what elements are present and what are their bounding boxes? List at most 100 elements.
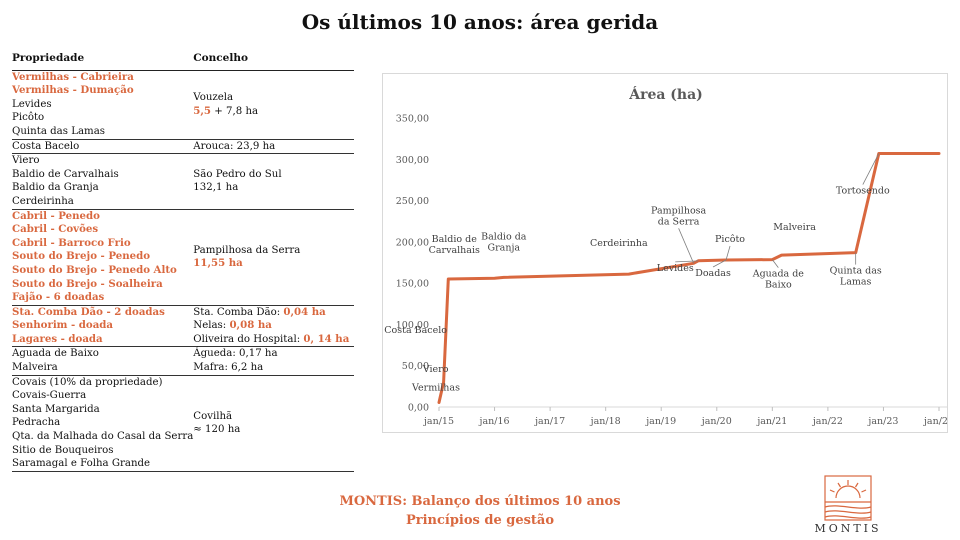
x-tick-label: jan/22 <box>812 416 843 427</box>
table-row: Covais (10% da propriedade) Covais-Guerra… <box>12 375 354 472</box>
concelho-line: São Pedro do Sul <box>193 168 354 182</box>
property-name: Costa Bacelo <box>12 140 80 152</box>
table-row: Costa Bacelo Arouca: 23,9 ha <box>12 139 354 155</box>
annotation-leader <box>712 259 727 268</box>
property-name: Viero <box>12 155 40 167</box>
annotation-label: Cerdeirinha <box>590 238 648 249</box>
concelho-text: 11,55 ha <box>193 257 243 270</box>
property-name: Picôto <box>12 112 45 124</box>
data-point <box>503 276 505 279</box>
property-name: Quinta das Lamas <box>12 125 106 137</box>
propriedade-cell: Covais (10% da propriedade) Covais-Guerra… <box>12 375 194 472</box>
x-tick-label: jan/16 <box>479 416 510 427</box>
property-name: Baldio da Granja <box>12 182 99 194</box>
propriedade-cell: Costa Bacelo <box>12 139 194 155</box>
annotation-label-line: Quinta das <box>830 266 882 277</box>
property-name: Covais-Guerra <box>12 390 87 402</box>
concelho-cell: Sta. Comba Dão: 0,04 ha Nelas: 0,08 ha Oli… <box>193 305 354 348</box>
propriedade-cell: Viero Baldio de Carvalhais Baldio da Granj… <box>12 153 194 210</box>
property-name: Sta. Comba Dão - 2 doadas <box>12 305 165 318</box>
annotation-label-line: Baixo <box>765 280 792 291</box>
property-name: Fajão - 6 doadas <box>12 291 105 304</box>
y-tick-label: 200,00 <box>396 237 429 248</box>
y-tick-label: 100,00 <box>396 320 429 331</box>
annotation-leader <box>862 153 880 185</box>
propriedade-cell: Cabril - Penedo Cabril - Covões Cabril - B… <box>12 209 194 306</box>
concelho-line: Arouca: 23,9 ha <box>193 140 354 154</box>
table-row: Vermilhas - Cabrieira Vermilhas - Dumação… <box>12 70 354 140</box>
annotation-leader <box>678 228 694 264</box>
concelho-line: 132,1 ha <box>193 181 354 195</box>
concelho-line: 5,5 + 7,8 ha <box>193 105 354 119</box>
concelho-line: Oliveira do Hospital: 0, 14 ha <box>193 333 354 347</box>
concelho-line: Covilhã <box>193 410 354 424</box>
annotation-label-line: Baldio de <box>432 234 478 245</box>
montis-logo-icon <box>824 475 872 521</box>
x-tick-label: jan/23 <box>867 416 898 427</box>
propriedade-cell: Vermilhas - Cabrieira Vermilhas - Dumação… <box>12 70 194 140</box>
concelho-line: ≈ 120 ha <box>193 423 354 437</box>
concelho-text: Sta. Comba Dão: <box>193 306 284 318</box>
data-point <box>438 401 440 404</box>
annotation-leader <box>725 245 731 261</box>
data-point <box>628 273 630 275</box>
concelho-line: 11,55 ha <box>193 257 354 271</box>
concelho-cell: São Pedro do Sul 132,1 ha <box>193 153 354 210</box>
annotation-label: Pampilhosa da Serra <box>651 205 707 227</box>
footer-line-2: Princípios de gestão <box>405 513 555 528</box>
y-tick-label: 300,00 <box>396 155 429 166</box>
concelho-text: Oliveira do Hospital: <box>193 333 304 345</box>
concelho-line: Pampilhosa da Serra <box>193 244 354 258</box>
logo-text: MONTIS <box>814 522 882 535</box>
annotation-label: Doadas <box>695 268 731 279</box>
annotation-label-line: Pampilhosa <box>651 205 707 216</box>
concelho-line: Nelas: 0,08 ha <box>193 319 354 333</box>
property-name: Cabril - Penedo <box>12 209 100 222</box>
property-name: Cabril - Covões <box>12 223 99 236</box>
concelho-line: Vouzela <box>193 91 354 105</box>
property-name: Senhorim - doada <box>12 319 114 332</box>
data-point <box>447 278 450 280</box>
annotation-label: Baldio da Granja <box>481 231 527 253</box>
concelho-text: 132,1 ha <box>193 182 239 194</box>
area-chart-svg: Área (ha) 0,00 50,00 100,00 150,00 200,00 250… <box>384 85 948 427</box>
concelho-cell: Covilhã ≈ 120 ha <box>193 375 354 472</box>
data-point <box>780 254 783 256</box>
x-tick-label: jan/20 <box>701 416 732 427</box>
annotation-label-line: Carvalhais <box>429 245 480 256</box>
concelho-cell: Arouca: 23,9 ha <box>193 139 354 155</box>
annotation-label: Picôto <box>715 234 745 245</box>
page-title: Os últimos 10 anos: área gerida <box>301 10 659 34</box>
header-propriedade: Propriedade <box>12 50 194 71</box>
x-tick-label: jan/19 <box>645 416 676 427</box>
y-tick-label: 0,00 <box>408 403 429 414</box>
x-tick-label: jan/18 <box>590 416 621 427</box>
property-name: Vermilhas - Dumação <box>12 84 134 97</box>
property-name: Souto do Brejo - Soalheira <box>12 277 163 290</box>
annotation-label-line: Baldio da <box>481 231 527 242</box>
propriedade-cell: Aguada de Baixo Malveira <box>12 346 194 376</box>
y-tick-label: 350,00 <box>396 114 429 125</box>
table-row: Aguada de Baixo Malveira Águeda: 0,17 ha Ma… <box>12 346 354 376</box>
data-point <box>493 277 496 279</box>
concelho-line: Sta. Comba Dão: 0,04 ha <box>193 306 354 320</box>
property-name: Santa Margarida <box>12 403 100 415</box>
x-tick-label: jan/24 <box>923 416 948 427</box>
properties-table: Propriedade Concelho Vermilhas - Cabriei… <box>12 50 354 472</box>
annotation-label: Viero <box>422 364 449 375</box>
header-concelho: Concelho <box>193 50 354 71</box>
chart-title: Área (ha) <box>628 85 703 103</box>
concelho-text: São Pedro do Sul <box>193 168 282 180</box>
y-tick-label: 250,00 <box>396 196 429 207</box>
annotation-leader <box>675 260 699 263</box>
concelho-text: Arouca: 23,9 ha <box>193 140 276 152</box>
x-tick-label: jan/21 <box>756 416 787 427</box>
concelho-text: 0,04 ha <box>283 305 326 318</box>
property-name: Lagares - doada <box>12 332 103 345</box>
area-series-line <box>437 152 941 404</box>
concelho-text: Águeda: 0,17 ha <box>193 348 278 360</box>
annotation-label: Costa Bacelo <box>384 325 447 336</box>
property-name: Malveira <box>12 362 58 374</box>
area-chart: Área (ha) 0,00 50,00 100,00 150,00 200,00 250… <box>382 73 948 433</box>
data-point <box>938 152 940 155</box>
